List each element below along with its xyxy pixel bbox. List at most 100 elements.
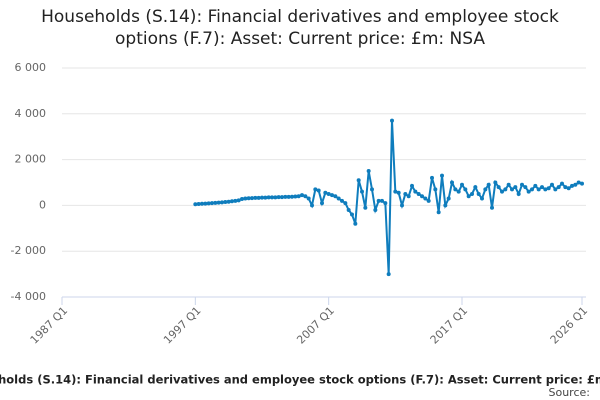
data-point — [560, 181, 564, 186]
data-point — [463, 187, 468, 192]
data-point — [520, 182, 524, 187]
data-point — [210, 201, 214, 206]
data-point — [290, 194, 294, 199]
data-point — [373, 207, 378, 212]
data-point — [246, 196, 251, 201]
data-point — [466, 194, 471, 199]
data-point — [403, 191, 408, 196]
data-point — [276, 195, 281, 200]
data-point — [330, 193, 334, 198]
data-point — [426, 198, 431, 203]
data-point — [450, 180, 454, 185]
data-point — [203, 201, 208, 206]
data-point — [430, 175, 434, 180]
data-point — [436, 210, 441, 215]
data-point — [506, 182, 511, 187]
data-point — [563, 185, 568, 190]
data-point — [310, 203, 314, 208]
data-point — [376, 198, 381, 203]
data-point — [573, 182, 578, 187]
data-point — [350, 212, 354, 217]
data-point — [536, 187, 541, 192]
data-point — [326, 191, 331, 196]
data-point — [286, 194, 291, 199]
data-point — [433, 187, 438, 192]
data-point — [533, 183, 538, 188]
data-point — [553, 187, 558, 192]
data-point — [576, 180, 581, 185]
x-tick-label: 2017 Q1 — [428, 304, 471, 347]
data-point — [280, 195, 284, 200]
data-point — [570, 183, 574, 188]
data-point — [230, 199, 234, 204]
data-point — [206, 201, 211, 206]
data-point — [240, 196, 244, 201]
data-point — [480, 196, 484, 201]
data-point — [260, 195, 264, 200]
data-point — [266, 195, 271, 200]
y-tick-label: 4 000 — [15, 107, 47, 120]
data-point — [316, 188, 321, 193]
data-point — [500, 189, 504, 194]
data-point — [540, 185, 544, 190]
data-point — [270, 195, 274, 200]
data-point — [296, 194, 301, 199]
data-point — [420, 194, 424, 199]
data-point — [356, 178, 361, 183]
data-point — [580, 181, 584, 186]
data-point — [360, 189, 364, 194]
data-point — [303, 194, 308, 199]
data-point — [556, 185, 561, 190]
data-point — [363, 205, 368, 210]
data-point — [456, 189, 461, 194]
data-point — [323, 190, 328, 195]
data-point — [396, 190, 401, 195]
data-point — [390, 118, 394, 123]
data-point — [233, 198, 238, 203]
data-point — [370, 187, 374, 192]
data-point — [343, 201, 348, 206]
data-point — [306, 196, 311, 201]
data-point — [406, 194, 411, 199]
data-point — [490, 205, 494, 210]
data-point — [566, 186, 571, 191]
data-point — [440, 173, 444, 178]
data-point — [453, 187, 458, 192]
data-point — [223, 199, 228, 204]
data-point — [380, 198, 384, 203]
data-point — [486, 182, 491, 187]
data-point — [263, 195, 268, 200]
data-point — [340, 198, 344, 203]
data-point — [256, 195, 261, 200]
data-point — [510, 187, 514, 192]
data-point — [236, 198, 241, 203]
data-point — [200, 201, 204, 206]
data-point — [400, 203, 404, 208]
data-point — [476, 191, 481, 196]
data-point — [213, 200, 218, 205]
data-point — [293, 194, 298, 199]
y-tick-label: 0 — [39, 198, 46, 211]
data-point — [530, 187, 534, 192]
data-point — [336, 196, 341, 201]
x-tick-label: 1987 Q1 — [28, 304, 71, 347]
data-point — [460, 182, 464, 187]
data-point — [393, 189, 398, 194]
data-point — [196, 202, 201, 207]
data-point — [513, 185, 518, 190]
data-point — [410, 183, 414, 188]
data-point — [446, 196, 451, 201]
source: Source: — [549, 386, 591, 399]
x-tick-label: 2007 Q1 — [294, 304, 337, 347]
data-point — [283, 194, 288, 199]
data-point — [546, 186, 551, 191]
chart-title: Households (S.14): Financial derivatives… — [41, 7, 559, 49]
data-point — [366, 169, 371, 174]
data-point — [516, 191, 521, 196]
data-point — [386, 272, 391, 277]
data-point — [320, 201, 324, 206]
data-point — [416, 191, 421, 196]
data-point — [193, 202, 198, 207]
